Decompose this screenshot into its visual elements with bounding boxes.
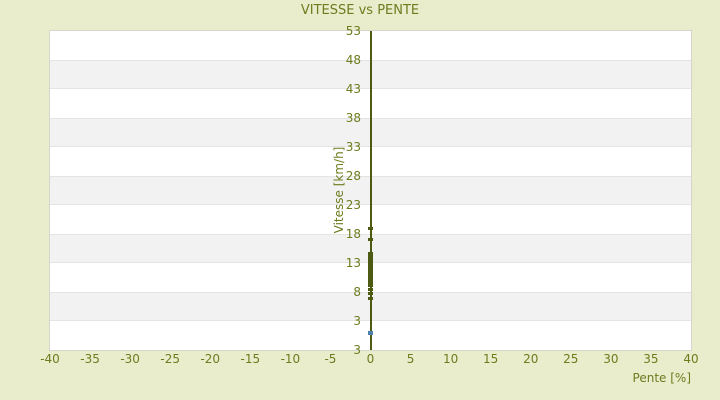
data-point xyxy=(368,271,373,275)
x-tick-label: 0 xyxy=(366,352,375,366)
data-point xyxy=(368,226,373,230)
x-tick-label: -10 xyxy=(280,352,301,366)
x-tick-label: 25 xyxy=(563,352,579,366)
data-point xyxy=(368,282,373,286)
x-tick-label: 20 xyxy=(523,352,539,366)
data-point xyxy=(368,258,373,262)
x-tick-label: -40 xyxy=(40,352,60,366)
data-point xyxy=(368,256,373,260)
data-point xyxy=(368,266,373,270)
data-point xyxy=(368,331,373,336)
data-point xyxy=(368,291,373,295)
x-tick-label: -30 xyxy=(120,352,140,366)
y-axis-title: Vitesse [km/h] xyxy=(332,146,346,234)
x-axis-title: Pente [%] xyxy=(632,371,691,385)
x-tick-label: -5 xyxy=(324,352,337,366)
data-point xyxy=(368,264,373,268)
y-tick-label: 3 xyxy=(353,314,361,328)
data-point xyxy=(368,288,373,292)
y-tick-label: 3 xyxy=(353,343,361,357)
data-point xyxy=(368,238,373,242)
y-tick-label: 28 xyxy=(345,169,361,183)
data-point xyxy=(368,263,373,267)
data-point xyxy=(368,275,373,279)
data-point xyxy=(368,261,373,265)
data-point xyxy=(368,297,373,301)
y-tick-label: 13 xyxy=(345,256,361,270)
y-tick-label: 38 xyxy=(345,111,361,125)
data-point xyxy=(368,284,373,288)
data-point xyxy=(368,270,373,274)
y-tick-label: 18 xyxy=(345,227,361,241)
data-point xyxy=(368,254,373,258)
y-tick-label: 8 xyxy=(353,285,361,299)
x-tick-label: 40 xyxy=(683,352,699,366)
x-tick-label: 5 xyxy=(406,352,415,366)
data-point xyxy=(368,268,373,272)
x-tick-label: -20 xyxy=(200,352,221,366)
chart-title: VITESSE vs PENTE xyxy=(300,3,420,18)
y-tick-label: 33 xyxy=(345,140,361,154)
data-point xyxy=(368,273,373,277)
y-tick-label: 48 xyxy=(345,53,361,67)
data-point xyxy=(368,277,373,281)
y-tick-label: 23 xyxy=(345,198,361,212)
data-point xyxy=(368,278,373,282)
data-point xyxy=(368,251,373,255)
data-point xyxy=(368,280,373,284)
x-tick-label: 15 xyxy=(483,352,499,366)
x-tick-label: -35 xyxy=(80,352,100,366)
x-tick-label: -25 xyxy=(160,352,180,366)
x-tick-label: -15 xyxy=(240,352,261,366)
y-axis-line xyxy=(369,31,372,350)
x-tick-label: 10 xyxy=(442,352,459,366)
y-tick-label: 53 xyxy=(345,24,361,38)
y-tick-label: 43 xyxy=(345,82,361,96)
data-point xyxy=(368,259,373,263)
x-tick-label: 30 xyxy=(603,352,619,366)
plot-area xyxy=(50,31,691,350)
x-tick-label: 35 xyxy=(643,352,659,366)
